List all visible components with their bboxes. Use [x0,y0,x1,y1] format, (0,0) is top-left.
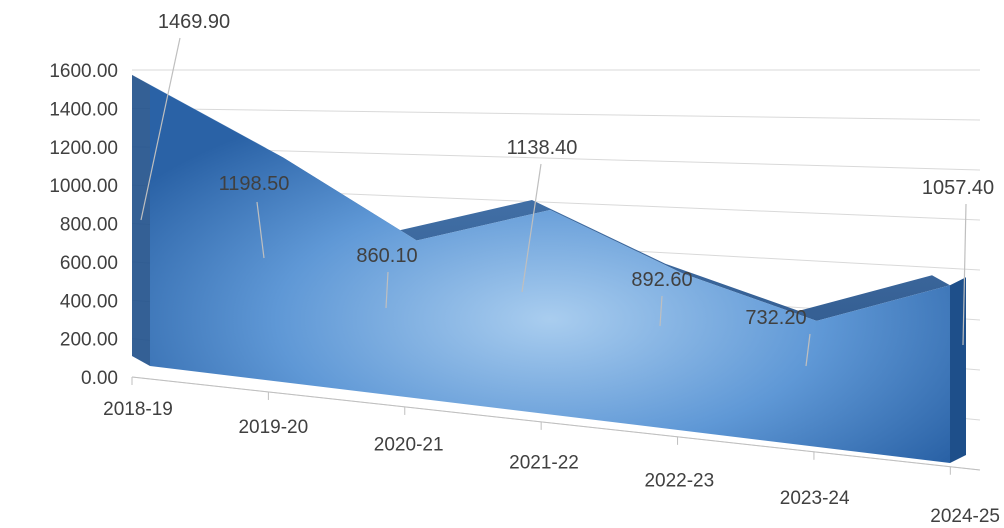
data-label: 1469.90 [158,11,230,33]
data-label-leader [256,201,265,259]
data-label: 1057.40 [922,177,994,199]
x-tick-label: 2018-19 [103,399,173,420]
area-top-surface [132,74,950,321]
y-axis-ticks: 0.00 200.00 400.00 600.00 800.00 1000.00 1200.… [49,61,118,389]
area-front-face [150,84,950,463]
y-tick-label: 400.00 [60,291,118,312]
y-tick-label: 1000.00 [49,176,118,197]
data-label-leader [805,333,811,367]
data-label-leader [385,271,389,309]
y-tick-label: 800.00 [60,215,118,236]
area-side-face [950,277,966,463]
y-tick-label: 1600.00 [49,61,118,82]
y-tick-label: 600.00 [60,253,118,274]
x-tick-label: 2021-22 [509,453,579,474]
gridline [131,146,981,171]
y-tick-label: 1200.00 [49,138,118,159]
x-tick-label: 2022-23 [644,470,714,491]
data-label-leader [521,163,542,293]
gridline [131,107,981,121]
y-tick-label: 200.00 [60,330,118,351]
data-label: 892.60 [631,269,692,291]
y-tick-label: 1400.00 [49,99,118,120]
area-series [132,74,966,463]
data-label: 1198.50 [219,173,290,195]
x-axis-line [131,376,981,471]
x-tick-label: 2019-20 [238,417,308,438]
x-axis-ticks: 2018-19 2019-20 2020-21 2021-22 2022-23 2023-… [103,377,1000,527]
data-labels: 1469.90 1198.50 860.10 1138.40 892.60 732.20 1… [140,11,994,367]
x-tick-label: 2024-25 [930,506,1000,527]
x-tick-label: 2020-21 [374,435,444,456]
data-label-leader [962,203,967,346]
data-label-leader [659,295,663,327]
data-label: 1138.40 [507,137,578,159]
data-label-leader [140,37,181,221]
area-left-face [132,74,150,366]
x-tick-label: 2023-24 [780,488,850,509]
data-label: 860.10 [356,245,417,267]
y-tick-label: 0.00 [81,368,118,389]
data-label: 732.20 [745,307,806,329]
